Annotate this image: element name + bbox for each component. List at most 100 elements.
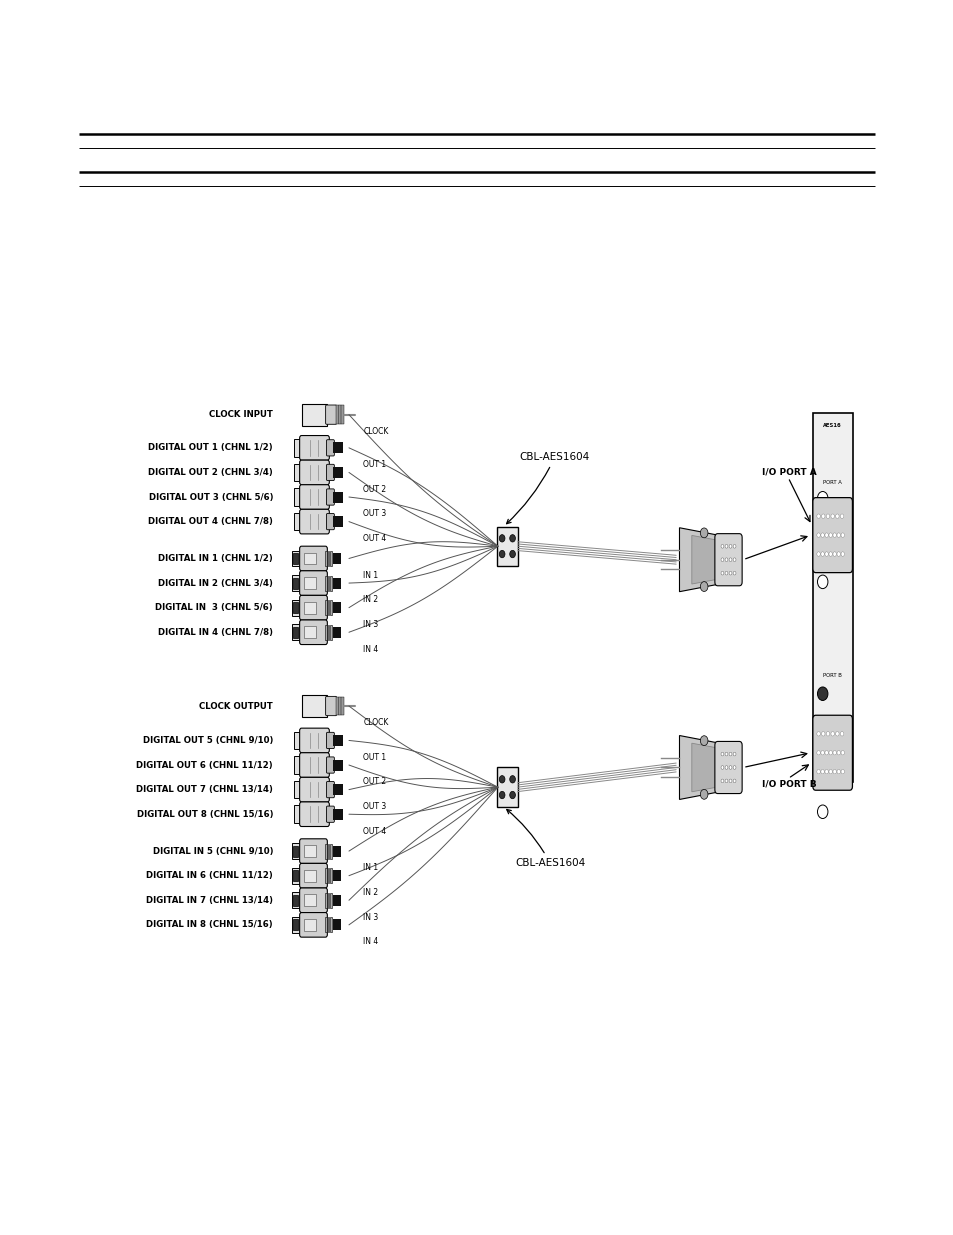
Bar [294,513,301,531]
Bar [328,551,329,566]
Bar [333,442,343,453]
Bar [294,488,301,506]
Bar [330,893,332,908]
Bar [304,577,316,589]
Circle shape [820,534,823,537]
FancyBboxPatch shape [299,620,327,645]
Bar [338,697,341,715]
Circle shape [821,731,824,736]
Circle shape [828,534,831,537]
Circle shape [836,769,840,774]
Bar [328,918,329,932]
Bar [292,551,301,567]
Circle shape [728,558,731,562]
Bar [330,600,332,615]
Bar [294,731,301,750]
Bar [292,868,301,883]
Bar [301,695,326,718]
Circle shape [820,552,823,556]
Text: DIGITAL IN 2 (CHNL 3/4): DIGITAL IN 2 (CHNL 3/4) [158,578,273,588]
Bar [333,578,341,589]
FancyBboxPatch shape [299,913,327,937]
Circle shape [498,551,504,558]
Circle shape [816,552,820,556]
Circle shape [836,534,840,537]
Circle shape [498,776,504,783]
FancyBboxPatch shape [325,405,336,425]
Circle shape [820,751,823,755]
Circle shape [700,789,707,799]
Bar [294,463,301,482]
Text: DIGITAL IN  3 (CHNL 5/6): DIGITAL IN 3 (CHNL 5/6) [155,603,273,613]
Bar [333,919,341,930]
Circle shape [509,551,515,558]
Text: PORT A: PORT A [822,480,841,485]
Bar [333,846,341,857]
Circle shape [840,514,842,519]
Circle shape [835,514,839,519]
Text: PORT B: PORT B [822,673,841,678]
Bar [293,578,297,589]
Bar [294,438,301,457]
Circle shape [830,514,834,519]
Bar [333,784,343,795]
Circle shape [816,514,820,519]
FancyBboxPatch shape [299,888,327,913]
Bar [325,844,327,858]
Bar [333,553,341,564]
Text: DIGITAL OUT 5 (CHNL 9/10): DIGITAL OUT 5 (CHNL 9/10) [143,736,273,745]
Circle shape [816,731,820,736]
Text: DIGITAL OUT 6 (CHNL 11/12): DIGITAL OUT 6 (CHNL 11/12) [136,761,273,769]
FancyBboxPatch shape [299,729,329,753]
Circle shape [836,751,840,755]
FancyBboxPatch shape [299,436,329,461]
Bar [293,553,297,564]
Circle shape [728,752,731,756]
Text: DIGITAL IN 5 (CHNL 9/10): DIGITAL IN 5 (CHNL 9/10) [152,847,273,856]
Text: CLOCK: CLOCK [363,719,388,727]
Circle shape [832,552,836,556]
Circle shape [724,779,727,783]
Text: DIGITAL OUT 4 (CHNL 7/8): DIGITAL OUT 4 (CHNL 7/8) [148,517,273,526]
Circle shape [498,792,504,799]
Text: CBL-AES1604: CBL-AES1604 [506,809,584,868]
Circle shape [817,687,827,700]
Circle shape [828,769,831,774]
Bar [328,893,329,908]
FancyBboxPatch shape [326,464,334,480]
Bar [325,551,327,566]
Circle shape [720,766,723,769]
Bar [292,625,301,640]
Bar [292,844,301,860]
Bar [292,576,301,590]
Circle shape [720,558,723,562]
Text: IN 3: IN 3 [363,913,378,921]
Circle shape [840,731,842,736]
FancyBboxPatch shape [714,534,741,585]
Circle shape [732,752,735,756]
Circle shape [720,752,723,756]
Bar [497,526,517,566]
FancyBboxPatch shape [812,414,852,782]
Bar [293,626,297,637]
Bar [293,846,297,857]
Bar [328,600,329,615]
Circle shape [825,731,829,736]
Text: DIGITAL OUT 2 (CHNL 3/4): DIGITAL OUT 2 (CHNL 3/4) [148,468,273,477]
Text: IN 2: IN 2 [363,595,378,604]
FancyBboxPatch shape [714,741,741,794]
Bar [333,467,343,478]
FancyBboxPatch shape [299,571,327,595]
FancyBboxPatch shape [326,782,334,798]
FancyBboxPatch shape [326,514,334,530]
Bar [333,809,343,820]
Bar [335,697,338,715]
Bar [328,868,329,883]
Text: OUT 2: OUT 2 [363,777,386,787]
Bar [293,919,297,930]
Bar [301,404,326,426]
Bar [330,844,332,858]
Circle shape [835,731,839,736]
Circle shape [720,545,723,548]
Circle shape [732,779,735,783]
